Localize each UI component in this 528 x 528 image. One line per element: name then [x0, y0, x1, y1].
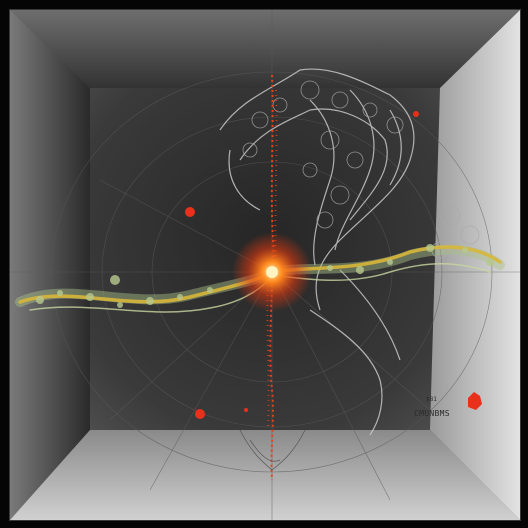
floor-plane [10, 430, 520, 520]
caption-small-text: $81 [426, 396, 437, 403]
right-wall [430, 10, 520, 520]
mesh-cells [242, 80, 480, 259]
floor-scribble [239, 429, 306, 471]
abstract-artwork [9, 9, 521, 521]
vertical-filament [266, 74, 278, 481]
red-sparks [185, 111, 482, 419]
artwork-canvas [10, 10, 520, 520]
left-wall [10, 10, 90, 520]
ceiling-plane [10, 10, 520, 88]
caption-text: CMUNBMS [414, 409, 450, 418]
core-spark [266, 266, 278, 278]
strand-beads [36, 244, 494, 308]
